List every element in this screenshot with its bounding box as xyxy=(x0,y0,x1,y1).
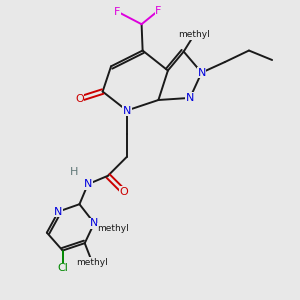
Text: H: H xyxy=(70,167,78,177)
Text: N: N xyxy=(186,93,194,103)
Text: N: N xyxy=(197,68,206,78)
Text: methyl: methyl xyxy=(178,30,210,39)
Text: O: O xyxy=(75,94,84,104)
Text: O: O xyxy=(119,187,128,196)
Text: N: N xyxy=(90,218,98,228)
Text: N: N xyxy=(84,179,92,189)
Text: methyl: methyl xyxy=(76,258,108,267)
Text: N: N xyxy=(54,207,63,217)
Text: N: N xyxy=(123,106,131,116)
Text: F: F xyxy=(155,5,162,16)
Text: F: F xyxy=(114,7,121,16)
Text: Cl: Cl xyxy=(57,263,68,273)
Text: methyl: methyl xyxy=(97,224,129,233)
